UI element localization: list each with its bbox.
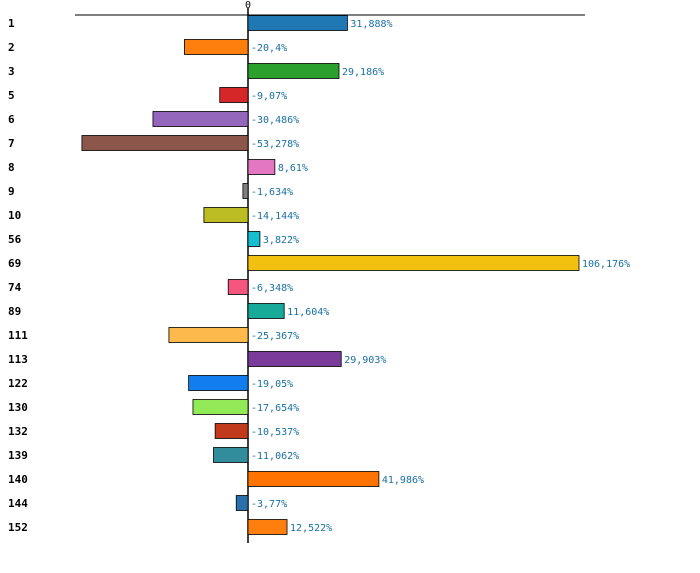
- bar: [242, 183, 249, 199]
- bar: [203, 207, 249, 223]
- category-label: 56: [8, 233, 22, 246]
- category-label: 132: [8, 425, 28, 438]
- category-label: 6: [8, 113, 15, 126]
- bar: [227, 279, 249, 295]
- category-label: 5: [8, 89, 15, 102]
- bar: [247, 351, 342, 367]
- category-label: 74: [8, 281, 22, 294]
- bar: [188, 375, 249, 391]
- bar: [247, 231, 261, 247]
- value-label: 11,604%: [287, 307, 329, 318]
- bar: [213, 447, 249, 463]
- category-label: 8: [8, 161, 15, 174]
- bar: [247, 303, 285, 319]
- bar: [247, 471, 380, 487]
- bars-group: 1 31,888% 2 -20,4% 3 29,186% 5 -9,07% 6 -30,486% 7…: [8, 15, 630, 535]
- category-label: 10: [8, 209, 21, 222]
- category-label: 113: [8, 353, 28, 366]
- value-label: -11,062%: [251, 451, 299, 462]
- bar: [247, 255, 580, 271]
- bar: [192, 399, 249, 415]
- bar: [247, 159, 276, 175]
- category-label: 144: [8, 497, 28, 510]
- category-label: 1: [8, 17, 15, 30]
- value-label: 8,61%: [278, 163, 308, 174]
- value-label: -30,486%: [251, 115, 299, 126]
- category-label: 139: [8, 449, 28, 462]
- value-label: -20,4%: [251, 43, 287, 54]
- bar: [219, 87, 249, 103]
- category-label: 130: [8, 401, 28, 414]
- value-label: 29,903%: [344, 355, 386, 366]
- value-label: -17,654%: [251, 403, 299, 414]
- bar: [184, 39, 249, 55]
- value-label: -14,144%: [251, 211, 299, 222]
- value-label: -6,348%: [251, 283, 293, 294]
- value-label: -53,278%: [251, 139, 299, 150]
- category-label: 122: [8, 377, 28, 390]
- category-label: 69: [8, 257, 21, 270]
- value-label: 31,888%: [350, 19, 392, 30]
- zero-tick-label: 0: [245, 0, 251, 11]
- category-label: 9: [8, 185, 15, 198]
- category-label: 3: [8, 65, 15, 78]
- value-label: 29,186%: [342, 67, 384, 78]
- value-label: -9,07%: [251, 91, 287, 102]
- bar: [81, 135, 249, 151]
- bar: [168, 327, 249, 343]
- value-label: 41,986%: [382, 475, 424, 486]
- value-label: -25,367%: [251, 331, 299, 342]
- value-label: -1,634%: [251, 187, 293, 198]
- value-label: -19,05%: [251, 379, 293, 390]
- value-label: 3,822%: [263, 235, 299, 246]
- value-label: -10,537%: [251, 427, 299, 438]
- value-label: -3,77%: [251, 499, 287, 510]
- category-label: 111: [8, 329, 28, 342]
- bar: [247, 63, 340, 79]
- bar: [247, 15, 348, 31]
- category-label: 7: [8, 137, 15, 150]
- bar: [235, 495, 249, 511]
- value-label: 12,522%: [290, 523, 332, 534]
- bar: [214, 423, 249, 439]
- bar: [152, 111, 249, 127]
- category-label: 89: [8, 305, 21, 318]
- category-label: 152: [8, 521, 28, 534]
- category-label: 140: [8, 473, 28, 486]
- bar: [247, 519, 288, 535]
- value-label: 106,176%: [582, 259, 630, 270]
- category-label: 2: [8, 41, 15, 54]
